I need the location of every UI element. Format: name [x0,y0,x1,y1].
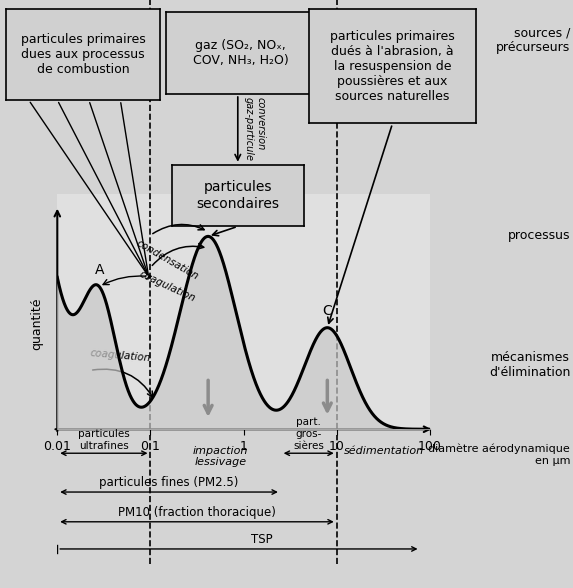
Text: quantité: quantité [30,297,44,350]
Text: PM10 (fraction thoracique): PM10 (fraction thoracique) [118,506,276,519]
Text: coagulation: coagulation [90,348,151,363]
Text: A: A [95,263,104,277]
Text: TSP: TSP [252,533,273,546]
Text: diamètre aérodynamique
en μm: diamètre aérodynamique en μm [429,444,570,466]
Text: part.
gros-
sières: part. gros- sières [293,417,324,450]
Text: B: B [203,213,213,227]
Text: conversion
gaz-particule: conversion gaz-particule [244,98,265,161]
Text: processus: processus [508,229,570,242]
Text: particules primaires
dués à l'abrasion, à
la resuspension de
poussières et aux
s: particules primaires dués à l'abrasion, … [330,29,455,103]
Text: coagulation: coagulation [138,269,197,303]
Text: particules
secondaires: particules secondaires [197,181,279,211]
Text: impaction
lessivage: impaction lessivage [193,446,248,467]
Text: C: C [323,304,332,318]
Text: mécanismes
d'élimination: mécanismes d'élimination [489,350,570,379]
Text: condensation: condensation [134,238,200,282]
Text: particules
ultrafines: particules ultrafines [78,429,129,450]
Text: sédimentation: sédimentation [344,446,424,456]
Text: gaz (SO₂, NOₓ,
COV, NH₃, H₂O): gaz (SO₂, NOₓ, COV, NH₃, H₂O) [193,39,289,67]
Text: particules primaires
dues aux processus
de combustion: particules primaires dues aux processus … [21,33,146,76]
Text: particules fines (PM2.5): particules fines (PM2.5) [99,476,239,489]
Text: sources /
précurseurs: sources / précurseurs [496,26,570,55]
